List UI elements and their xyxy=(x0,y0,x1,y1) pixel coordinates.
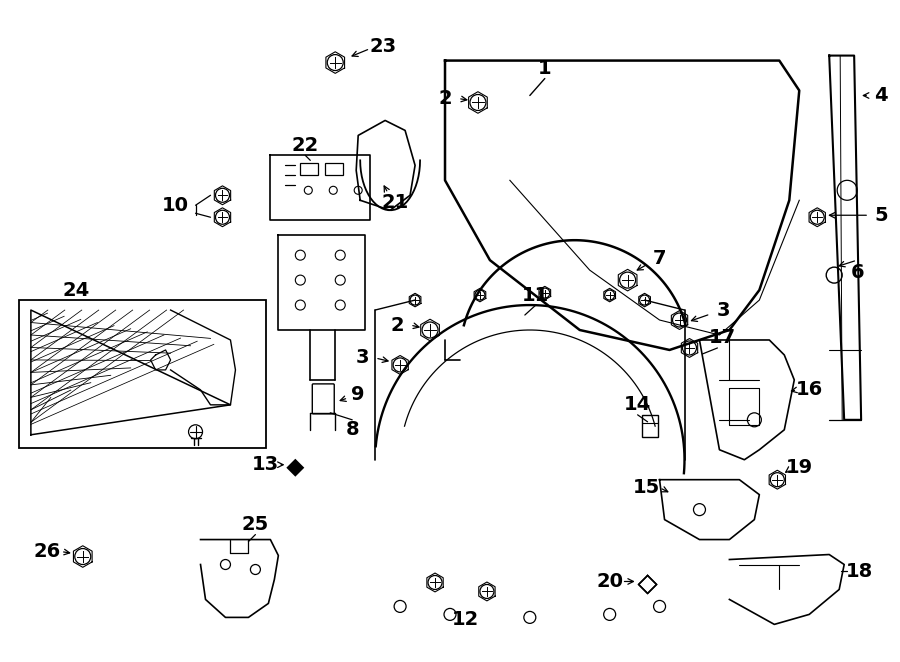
Bar xyxy=(19,300,266,448)
Text: 3: 3 xyxy=(356,348,369,367)
Text: 6: 6 xyxy=(850,263,864,281)
Text: 9: 9 xyxy=(351,385,364,404)
Text: 3: 3 xyxy=(716,301,730,320)
Text: 2: 2 xyxy=(438,89,452,108)
Polygon shape xyxy=(286,459,304,477)
Text: 8: 8 xyxy=(346,420,359,440)
Bar xyxy=(642,415,658,437)
Text: 11: 11 xyxy=(522,285,549,305)
Text: 15: 15 xyxy=(633,478,661,497)
Text: 7: 7 xyxy=(652,249,666,267)
Text: 10: 10 xyxy=(162,196,189,214)
Text: 25: 25 xyxy=(242,515,269,534)
Text: 21: 21 xyxy=(382,193,409,212)
Bar xyxy=(301,164,319,175)
Text: 24: 24 xyxy=(62,281,89,300)
Text: 14: 14 xyxy=(624,395,652,414)
Text: 22: 22 xyxy=(292,136,319,155)
Bar xyxy=(325,164,343,175)
Text: 19: 19 xyxy=(786,458,813,477)
Text: 18: 18 xyxy=(845,562,873,581)
Text: 20: 20 xyxy=(596,572,623,591)
Text: 13: 13 xyxy=(252,455,279,474)
Text: 16: 16 xyxy=(796,381,823,399)
Text: 4: 4 xyxy=(874,86,888,105)
Text: 1: 1 xyxy=(538,59,552,78)
Text: 5: 5 xyxy=(874,206,888,224)
Text: 2: 2 xyxy=(391,316,404,334)
Text: 17: 17 xyxy=(709,328,736,348)
Text: 26: 26 xyxy=(33,542,60,561)
Text: 23: 23 xyxy=(370,37,397,56)
Text: 12: 12 xyxy=(451,610,479,629)
